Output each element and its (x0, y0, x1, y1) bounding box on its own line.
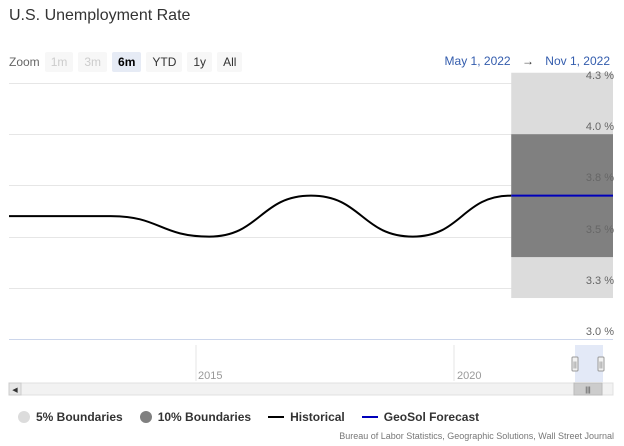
legend: 5% Boundaries 10% Boundaries Historical … (18, 410, 496, 424)
zoom-button-ytd[interactable]: YTD (146, 52, 183, 72)
legend-symbol-10pct-boundaries (139, 411, 152, 423)
navigator-handle-left[interactable]: || (571, 356, 579, 372)
range-arrow: → (521, 54, 534, 68)
historical-line (9, 194, 512, 238)
boundary-bands (511, 72, 613, 299)
zoom-button-6m[interactable]: 6m (112, 52, 142, 72)
legend-item-10pct-boundaries[interactable]: 10% Boundaries (139, 410, 252, 424)
range-to-input[interactable]: Nov 1, 2022 (545, 54, 610, 68)
chart-title: U.S. Unemployment Rate (9, 7, 191, 24)
y-tick-label-5: 4.3 % (586, 70, 614, 82)
series-lines (9, 194, 613, 238)
legend-item-historical[interactable]: Historical (268, 410, 345, 424)
legend-symbol-historical (268, 416, 285, 418)
legend-symbol-5pct-boundaries (18, 411, 30, 423)
navigator-label-2020: 2020 (457, 370, 481, 382)
navigator-handle-right[interactable]: || (597, 356, 605, 372)
scrollbar-left-arrow-icon: ◀ (12, 387, 18, 394)
zoom-button-1y[interactable]: 1y (187, 52, 213, 72)
zoom-bar: Zoom 1m 3m 6m YTD 1y All (9, 52, 247, 72)
scrollbar-track[interactable] (8, 382, 614, 396)
credits: Bureau of Labor Statistics, Geographic S… (339, 431, 614, 441)
legend-symbol-geosol-forecast (361, 416, 378, 418)
zoom-button-all[interactable]: All (217, 52, 243, 72)
y-tick-label-4: 4.0 % (586, 121, 614, 133)
chart-area: 3.0 %3.3 %3.5 %3.8 %4.0 %4.3 % May '22Ju… (8, 70, 614, 396)
navigator-label-2015: 2015 (198, 370, 222, 382)
legend-label-10pct-boundaries: 10% Boundaries (157, 410, 252, 424)
navigator-background (9, 345, 613, 382)
y-tick-label-1: 3.3 % (586, 275, 614, 287)
scrollbar-left-button[interactable] (8, 382, 22, 396)
range-from-input[interactable]: May 1, 2022 (444, 54, 511, 68)
legend-label-geosol-forecast: GeoSol Forecast (383, 410, 480, 424)
y-axis-labels: 3.0 % 3.3 % 3.5 % 3.8 % 4.0 % 4.3 % (586, 70, 614, 338)
navigator-handle-left-grip: || (573, 362, 577, 369)
scrollbar-thumb[interactable] (573, 382, 603, 396)
zoom-button-3m[interactable]: 3m (78, 52, 108, 72)
navigator-handle-right-grip: || (599, 362, 603, 369)
date-range: May 1, 2022 → Nov 1, 2022 (445, 54, 610, 68)
y-tick-label-2: 3.5 % (586, 224, 614, 236)
legend-label-5pct-boundaries: 5% Boundaries (36, 410, 123, 424)
scrollbar-thumb-grip: ||| (585, 387, 591, 394)
y-tick-label-3: 3.8 % (586, 172, 614, 184)
zoom-label: Zoom (9, 55, 40, 69)
zoom-button-1m[interactable]: 1m (44, 52, 74, 72)
legend-label-historical: Historical (290, 410, 345, 424)
legend-item-geosol-forecast[interactable]: GeoSol Forecast (361, 410, 480, 424)
legend-item-5pct-boundaries[interactable]: 5% Boundaries (18, 410, 123, 424)
y-tick-label-0: 3.0 % (586, 326, 614, 338)
